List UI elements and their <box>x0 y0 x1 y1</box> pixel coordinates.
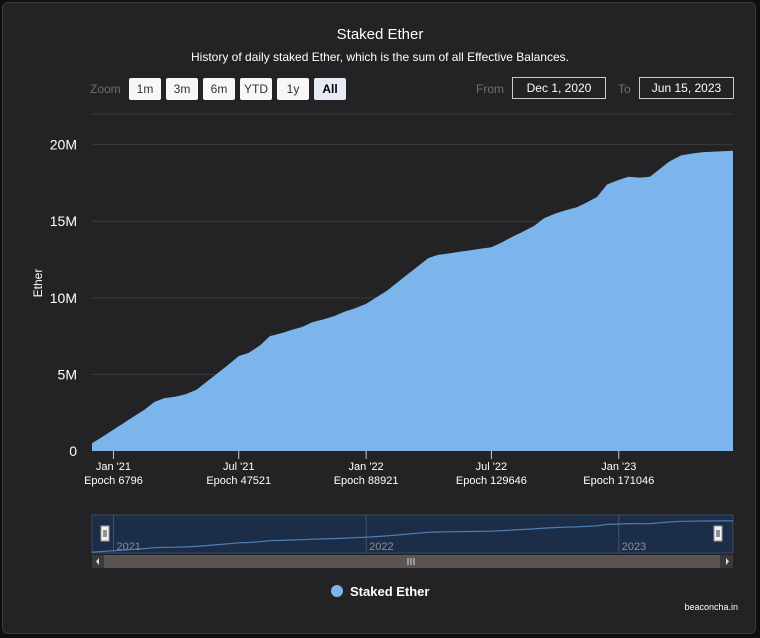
y-tick-label: 5M <box>58 366 77 382</box>
scrollbar-thumb[interactable] <box>104 555 720 568</box>
credit-link[interactable]: beaconcha.in <box>684 602 738 612</box>
y-tick-label: 15M <box>50 213 77 229</box>
y-tick-label: 10M <box>50 290 77 306</box>
zoom-ytd-button[interactable]: YTD <box>240 78 272 100</box>
navigator-year-label: 2023 <box>622 541 646 553</box>
zoom-label: Zoom <box>90 82 121 96</box>
zoom-1m-button[interactable]: 1m <box>129 78 161 100</box>
y-tick-label: 20M <box>50 137 77 153</box>
to-date-input[interactable]: Jun 15, 2023 <box>639 77 734 99</box>
x-tick-label: Jan '21 <box>96 461 131 473</box>
y-axis-title: Ether <box>31 269 45 298</box>
legend-item-staked-ether[interactable]: Staked Ether <box>350 584 429 599</box>
scroll-left-arrow-icon[interactable] <box>96 558 99 565</box>
chart-subtitle: History of daily staked Ether, which is … <box>191 50 569 64</box>
from-label: From <box>476 82 504 96</box>
x-tick-epoch-label: Epoch 129646 <box>456 475 527 487</box>
from-date-input[interactable]: Dec 1, 2020 <box>512 77 606 99</box>
zoom-6m-button[interactable]: 6m <box>203 78 235 100</box>
navigator-year-label: 2021 <box>116 541 140 553</box>
x-tick-epoch-label: Epoch 171046 <box>583 475 654 487</box>
legend-marker <box>331 585 343 597</box>
legend: Staked Ether <box>331 584 429 599</box>
navigator-series-line <box>91 520 734 553</box>
navigator-year-label: 2022 <box>369 541 393 553</box>
y-tick-label: 0 <box>69 443 77 459</box>
navigator-right-handle[interactable] <box>713 525 723 542</box>
x-tick-label: Jul '22 <box>476 461 507 473</box>
area-series-staked-ether[interactable] <box>92 150 733 452</box>
navigator-scrollbar[interactable] <box>92 555 733 568</box>
zoom-1y-button[interactable]: 1y <box>277 78 309 100</box>
to-label: To <box>618 82 631 96</box>
x-tick-label: Jan '23 <box>601 461 636 473</box>
navigator: 2021 2022 2023 <box>91 514 734 568</box>
x-tick-label: Jul '21 <box>223 461 254 473</box>
y-axis: 0 5M 10M 15M 20M <box>50 137 77 459</box>
zoom-all-button[interactable]: All <box>314 78 346 100</box>
x-axis: Jan '21 Epoch 6796 Jul '21 Epoch 47521 Jan '… <box>84 451 654 487</box>
chart-title: Staked Ether <box>336 26 424 43</box>
x-tick-label: Jan '22 <box>349 461 384 473</box>
x-tick-epoch-label: Epoch 88921 <box>334 475 399 487</box>
x-tick-epoch-label: Epoch 47521 <box>206 475 271 487</box>
x-tick-epoch-label: Epoch 6796 <box>84 475 143 487</box>
navigator-left-handle[interactable] <box>100 525 110 542</box>
area-layer <box>92 150 733 452</box>
scroll-right-arrow-icon[interactable] <box>726 558 729 565</box>
zoom-3m-button[interactable]: 3m <box>166 78 198 100</box>
